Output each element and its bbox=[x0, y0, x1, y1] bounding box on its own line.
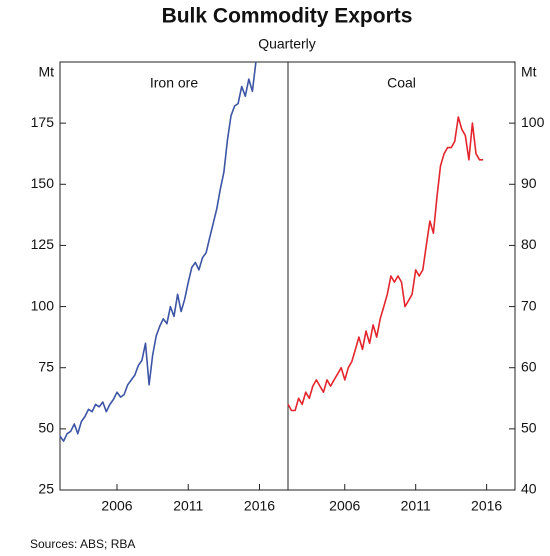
y-axis-label: Mt bbox=[521, 64, 537, 80]
panel-title: Coal bbox=[387, 75, 416, 91]
y-tick-label: 150 bbox=[31, 175, 55, 191]
data-line bbox=[59, 61, 257, 442]
y-axis-label: Mt bbox=[38, 64, 54, 80]
y-tick-label: 125 bbox=[31, 236, 55, 252]
y-tick-label: 100 bbox=[521, 114, 545, 130]
source-note: Sources: ABS; RBA bbox=[30, 537, 135, 551]
x-tick-label: 2006 bbox=[101, 498, 132, 514]
x-tick-label: 2006 bbox=[329, 498, 360, 514]
y-tick-label: 175 bbox=[31, 114, 55, 130]
x-tick-label: 2016 bbox=[244, 498, 275, 514]
x-tick-label: 2011 bbox=[401, 498, 431, 514]
y-tick-label: 75 bbox=[38, 358, 54, 374]
y-tick-label: 100 bbox=[31, 297, 55, 313]
y-tick-label: 50 bbox=[38, 420, 54, 436]
y-tick-label: 25 bbox=[38, 481, 54, 497]
panel-title: Iron ore bbox=[150, 75, 198, 91]
y-tick-label: 70 bbox=[521, 297, 537, 313]
y-tick-label: 90 bbox=[521, 175, 537, 191]
x-tick-label: 2011 bbox=[173, 498, 203, 514]
chart-subtitle: Quarterly bbox=[258, 36, 316, 52]
data-line bbox=[287, 116, 484, 412]
y-tick-label: 60 bbox=[521, 358, 537, 374]
y-tick-label: 50 bbox=[521, 420, 537, 436]
y-tick-label: 80 bbox=[521, 236, 537, 252]
chart-title: Bulk Commodity Exports bbox=[162, 5, 413, 28]
y-tick-label: 40 bbox=[521, 481, 537, 497]
x-tick-label: 2016 bbox=[471, 498, 502, 514]
